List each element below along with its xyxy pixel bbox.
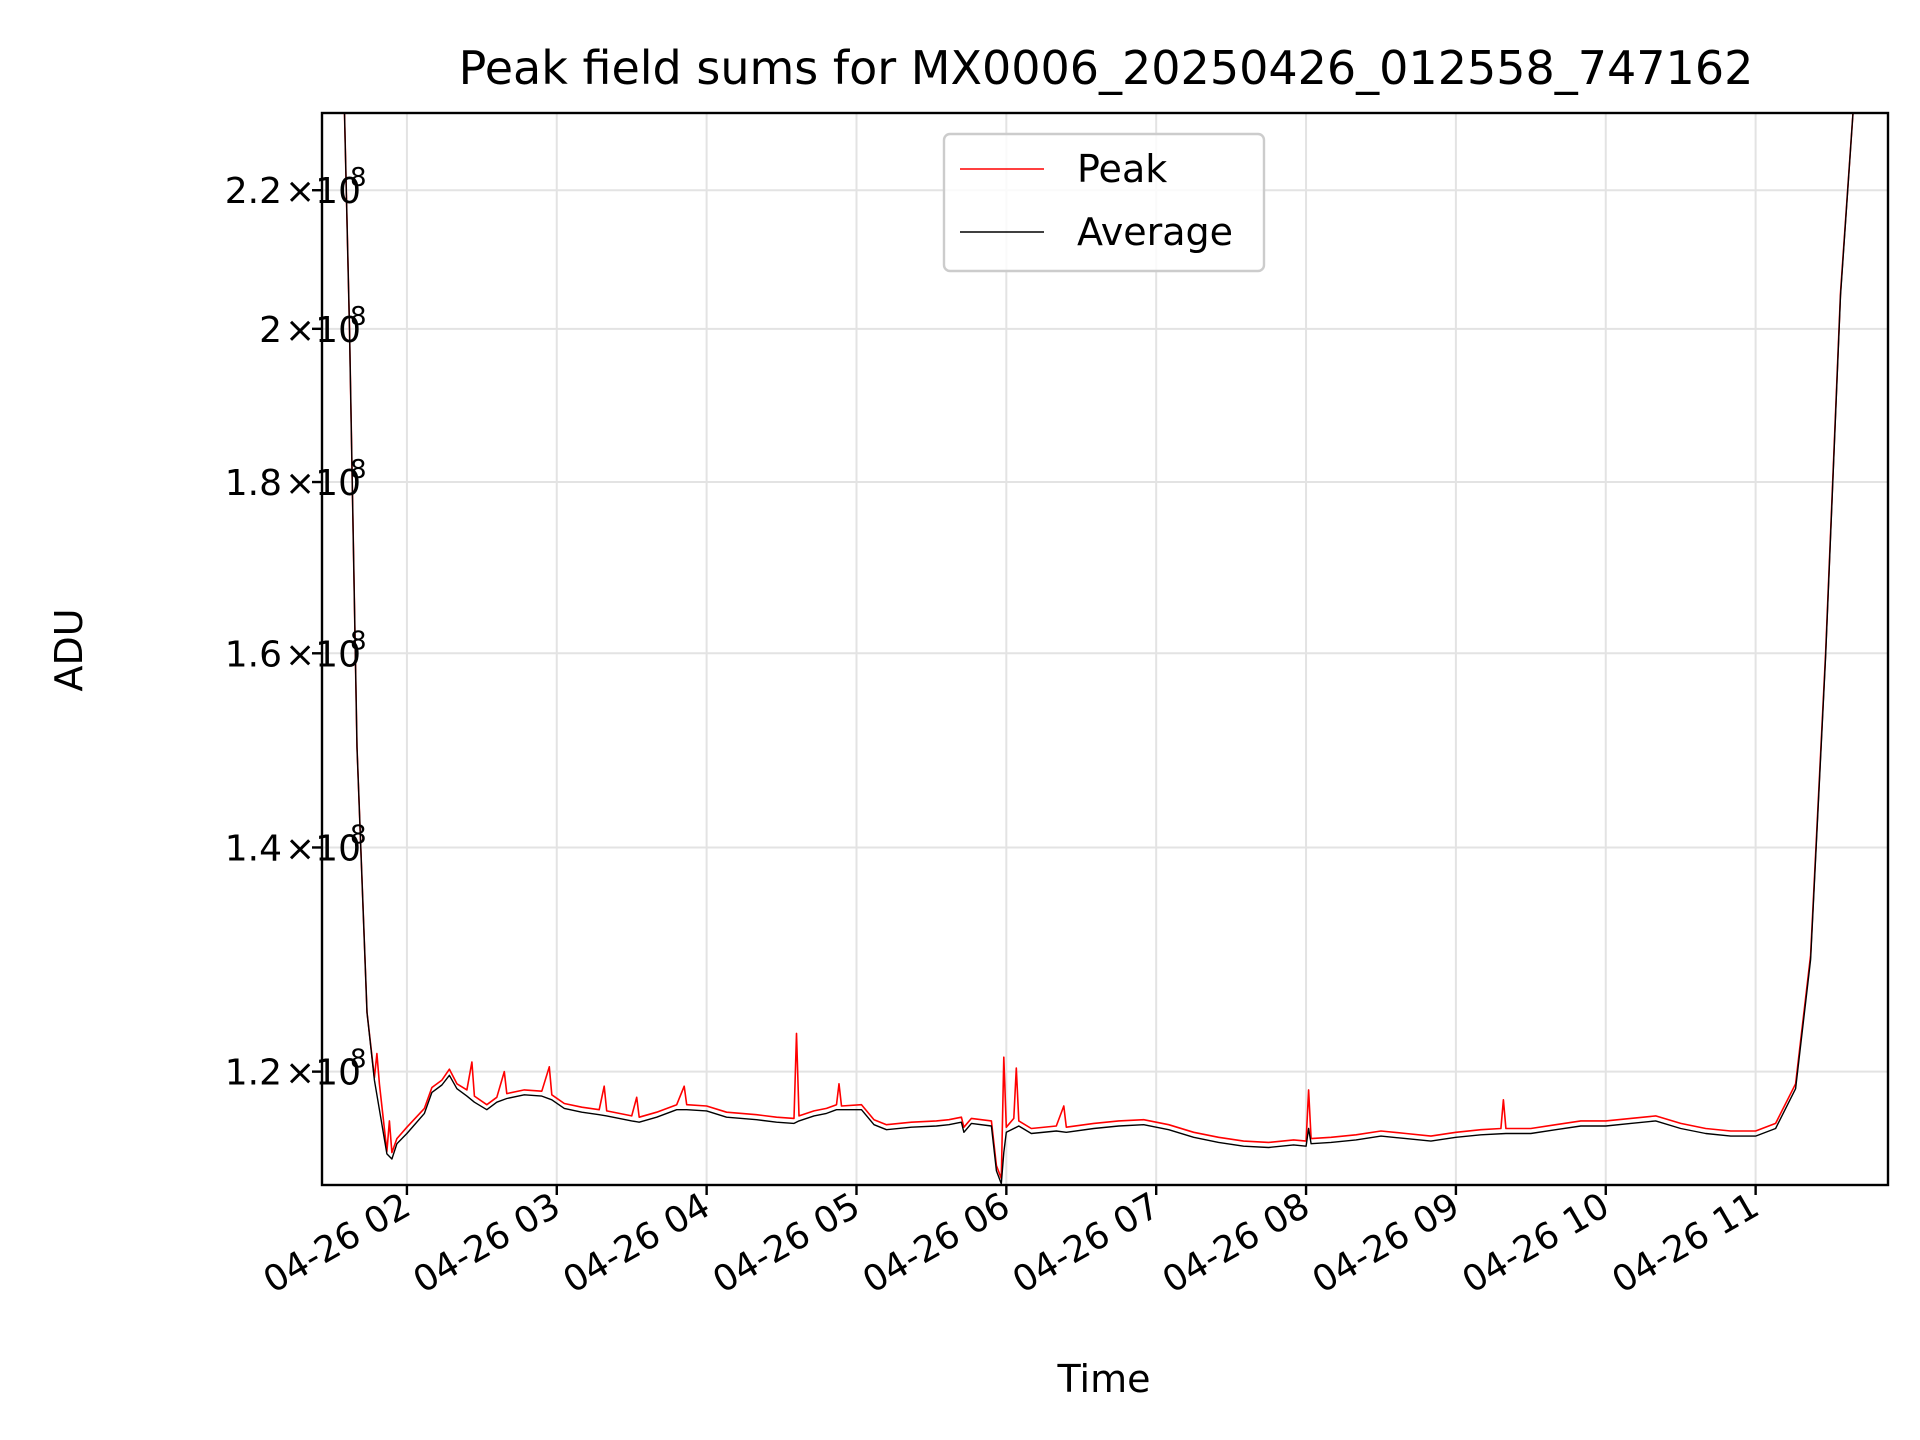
legend-label-average: Average: [1077, 210, 1233, 254]
chart-title: Peak field sums for MX0006_20250426_0125…: [459, 41, 1754, 95]
y-tick-times-sign: ×10: [285, 828, 361, 869]
y-tick-times-sign: ×10: [285, 171, 361, 212]
plot-frame: [320, 111, 1890, 1187]
y-tick-mantissa: 2: [259, 310, 282, 351]
y-tick-exponent: 8: [350, 820, 367, 850]
y-tick-times-sign: ×10: [285, 310, 361, 351]
series-line-average: [322, 113, 1888, 1185]
y-tick-exponent: 8: [350, 455, 367, 485]
y-tick-mantissa: 2.2: [225, 171, 282, 212]
y-tick-label: 2.2 ×108: [225, 163, 367, 212]
y-tick-mantissa: 1.2: [225, 1053, 282, 1094]
y-tick-mantissa: 1.6: [225, 634, 282, 675]
y-tick-label: 1.2 ×108: [225, 1045, 367, 1094]
y-tick-label: 1.8 ×108: [225, 455, 367, 504]
y-tick-times-sign: ×10: [285, 1053, 361, 1094]
y-tick-times-sign: ×10: [285, 634, 361, 675]
y-axis-label: ADU: [47, 608, 91, 691]
y-tick-exponent: 8: [350, 626, 367, 656]
series-group: [322, 113, 1888, 1185]
grid: [322, 113, 1888, 1185]
y-tick-label: 1.4 ×108: [225, 820, 367, 869]
x-axis-label: Time: [1057, 1357, 1151, 1401]
y-tick-exponent: 8: [350, 163, 367, 193]
y-tick-label: 1.6 ×108: [225, 626, 367, 675]
y-tick-mantissa: 1.4: [225, 828, 282, 869]
y-tick-label: 2 ×108: [259, 302, 366, 351]
series-line-peak: [322, 113, 1888, 1180]
y-tick-exponent: 8: [350, 302, 367, 332]
y-tick-exponent: 8: [350, 1045, 367, 1075]
y-tick-times-sign: ×10: [285, 463, 361, 504]
legend-label-peak: Peak: [1077, 147, 1167, 191]
y-tick-mantissa: 1.8: [225, 463, 282, 504]
legend: Peak Average: [942, 132, 1266, 273]
